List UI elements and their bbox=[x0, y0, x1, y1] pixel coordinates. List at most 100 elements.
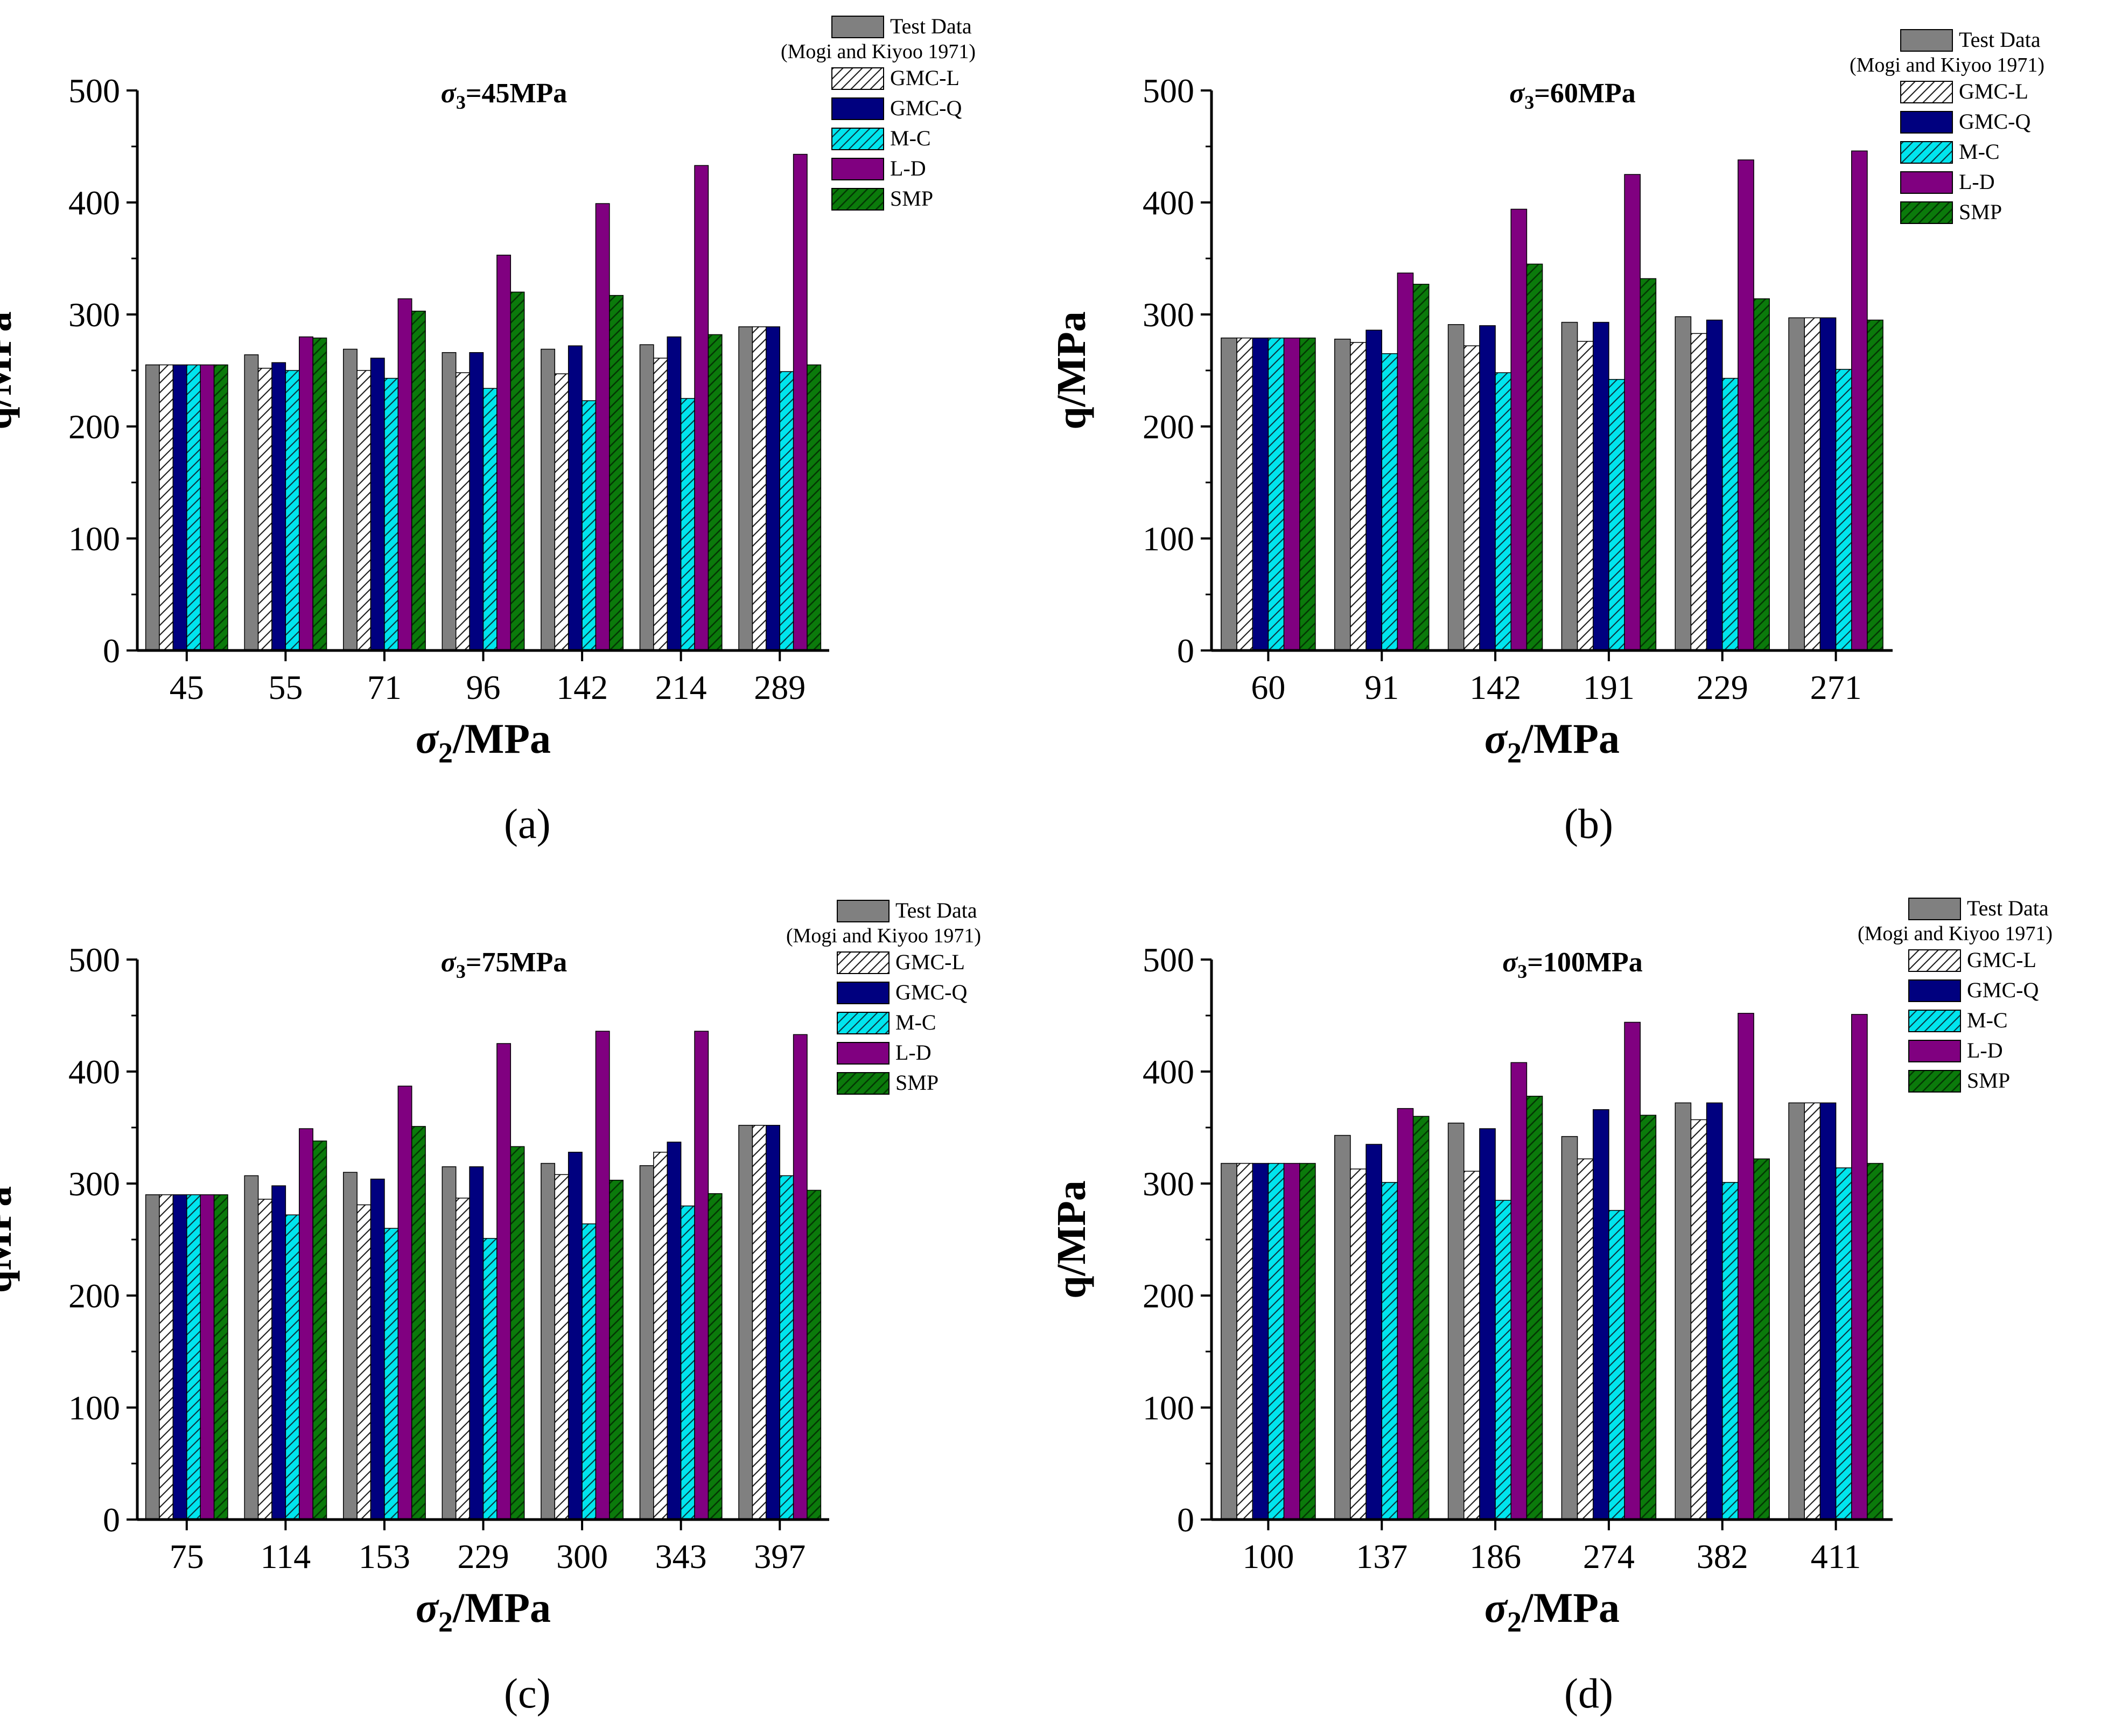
x-tick-label: 300 bbox=[556, 1537, 608, 1576]
bar-test-data-343 bbox=[639, 1165, 654, 1520]
bar-test-data-96 bbox=[442, 352, 457, 651]
bar-l-d-229 bbox=[496, 1043, 512, 1520]
y-tick-label: 300 bbox=[1143, 1165, 1194, 1203]
bar-smp-274 bbox=[1640, 1115, 1657, 1520]
bar-test-data-60 bbox=[1221, 337, 1237, 651]
chart-title: σ3=100MPa bbox=[1502, 947, 1643, 982]
bar-m-c-114 bbox=[285, 1214, 300, 1520]
legend-label-m-c: M-C bbox=[1959, 139, 2000, 164]
bar-smp-75 bbox=[213, 1194, 228, 1520]
legend-swatch-m-c bbox=[1908, 1010, 1961, 1032]
x-axis-label: σ2/MPa bbox=[416, 1584, 551, 1638]
bar-l-d-289 bbox=[793, 153, 808, 651]
legend-label-smp: SMP bbox=[1959, 200, 2002, 224]
legend-swatch-l-d bbox=[1908, 1040, 1961, 1062]
bar-test-data-100 bbox=[1221, 1163, 1237, 1520]
bar-l-d-271 bbox=[1851, 150, 1868, 651]
legend-source-note: (Mogi and Kiyoo 1971) bbox=[1858, 922, 2053, 945]
legend-swatch-gmc-l bbox=[831, 67, 884, 90]
bar-smp-300 bbox=[609, 1180, 624, 1520]
chart-panel-4: 0 100 200 300 400 500 100 137 186 274 382 411 q/MPa σ… bbox=[1049, 896, 2053, 1638]
bar-test-data-274 bbox=[1561, 1136, 1578, 1520]
x-tick-label: 229 bbox=[1697, 668, 1748, 706]
bar-smp-91 bbox=[1412, 284, 1430, 651]
bar-gmc-l-91 bbox=[1350, 342, 1367, 651]
legend: Test Data(Mogi and Kiyoo 1971) GMC-L GMC-Q… bbox=[781, 14, 976, 211]
bar-smp-142 bbox=[609, 295, 624, 651]
y-tick-label: 200 bbox=[68, 1277, 120, 1315]
bar-gmc-q-191 bbox=[1593, 321, 1609, 651]
legend-swatch-l-d bbox=[1900, 171, 1953, 194]
x-axis-label: σ2/MPa bbox=[1484, 715, 1620, 769]
bar-smp-96 bbox=[510, 291, 525, 651]
bar-gmc-q-142 bbox=[568, 345, 583, 651]
bar-gmc-l-343 bbox=[653, 1152, 668, 1520]
bar-l-d-45 bbox=[200, 364, 215, 651]
y-axis-label: qMPa bbox=[0, 1186, 20, 1293]
bar-m-c-343 bbox=[680, 1205, 695, 1520]
legend-source-note: (Mogi and Kiyoo 1971) bbox=[1850, 54, 2044, 76]
bar-test-data-114 bbox=[244, 1175, 259, 1520]
legend-swatch-test-data bbox=[1908, 898, 1961, 920]
legend-label-l-d: L-D bbox=[890, 156, 926, 180]
y-tick-label: 100 bbox=[1143, 520, 1194, 558]
bar-smp-271 bbox=[1867, 319, 1883, 651]
bar-l-d-142 bbox=[1510, 208, 1528, 651]
x-tick-label: 186 bbox=[1469, 1537, 1521, 1576]
bar-test-data-186 bbox=[1447, 1122, 1465, 1520]
bar-m-c-71 bbox=[384, 377, 399, 651]
bar-gmc-q-71 bbox=[370, 358, 385, 651]
bar-m-c-397 bbox=[779, 1175, 794, 1520]
bar-m-c-55 bbox=[285, 370, 300, 651]
y-tick-label: 500 bbox=[1143, 941, 1194, 979]
x-axis-label: σ2/MPa bbox=[416, 715, 551, 769]
bar-gmc-q-289 bbox=[766, 326, 780, 651]
bar-test-data-142 bbox=[1447, 324, 1465, 651]
chart-panel-2: 0 100 200 300 400 500 60 91 142 191 229 271 q/MPa σ2/… bbox=[1049, 27, 2044, 769]
bar-gmc-l-186 bbox=[1463, 1171, 1480, 1520]
legend-label-gmc-l: GMC-L bbox=[1959, 79, 2028, 103]
x-tick-label: 142 bbox=[556, 668, 608, 706]
bar-l-d-96 bbox=[496, 255, 512, 651]
bar-smp-229 bbox=[510, 1146, 525, 1520]
legend-swatch-gmc-l bbox=[1900, 81, 1953, 103]
panel-label-c: (c) bbox=[504, 1670, 551, 1717]
bar-gmc-l-274 bbox=[1577, 1158, 1594, 1520]
bar-l-d-137 bbox=[1397, 1108, 1414, 1520]
legend-source-note: (Mogi and Kiyoo 1971) bbox=[786, 925, 981, 947]
bar-m-c-411 bbox=[1835, 1167, 1852, 1520]
x-tick-label: 71 bbox=[367, 668, 402, 706]
bar-gmc-l-142 bbox=[554, 373, 569, 651]
legend-swatch-test-data bbox=[837, 900, 890, 922]
bar-test-data-191 bbox=[1561, 321, 1578, 651]
bar-l-d-100 bbox=[1283, 1163, 1300, 1520]
bar-l-d-274 bbox=[1624, 1021, 1641, 1520]
y-tick-label: 100 bbox=[68, 1389, 120, 1427]
bar-l-d-75 bbox=[200, 1194, 215, 1520]
bar-test-data-289 bbox=[738, 326, 753, 651]
bar-gmc-l-55 bbox=[257, 368, 272, 651]
legend-swatch-smp bbox=[1908, 1070, 1961, 1093]
bar-l-d-191 bbox=[1624, 174, 1641, 651]
x-tick-label: 382 bbox=[1697, 1537, 1748, 1576]
bar-gmc-q-397 bbox=[766, 1125, 780, 1520]
x-tick-label: 75 bbox=[170, 1537, 204, 1576]
legend-source-note: (Mogi and Kiyoo 1971) bbox=[781, 40, 976, 63]
bar-m-c-271 bbox=[1835, 369, 1852, 651]
bar-test-data-300 bbox=[541, 1163, 556, 1520]
bar-test-data-229 bbox=[1675, 316, 1692, 651]
bar-m-c-191 bbox=[1608, 379, 1625, 651]
legend-swatch-gmc-q bbox=[837, 982, 890, 1004]
y-tick-label: 0 bbox=[1177, 632, 1194, 670]
bar-l-d-300 bbox=[595, 1031, 610, 1520]
legend-swatch-gmc-q bbox=[1900, 111, 1953, 134]
bar-gmc-l-142 bbox=[1463, 345, 1480, 651]
bar-m-c-60 bbox=[1267, 337, 1285, 651]
bar-gmc-q-45 bbox=[172, 364, 187, 651]
x-tick-label: 142 bbox=[1469, 668, 1521, 706]
bar-smp-114 bbox=[312, 1140, 327, 1520]
bar-gmc-l-114 bbox=[257, 1199, 272, 1520]
bar-m-c-100 bbox=[1267, 1163, 1285, 1520]
bar-gmc-q-142 bbox=[1479, 325, 1496, 651]
